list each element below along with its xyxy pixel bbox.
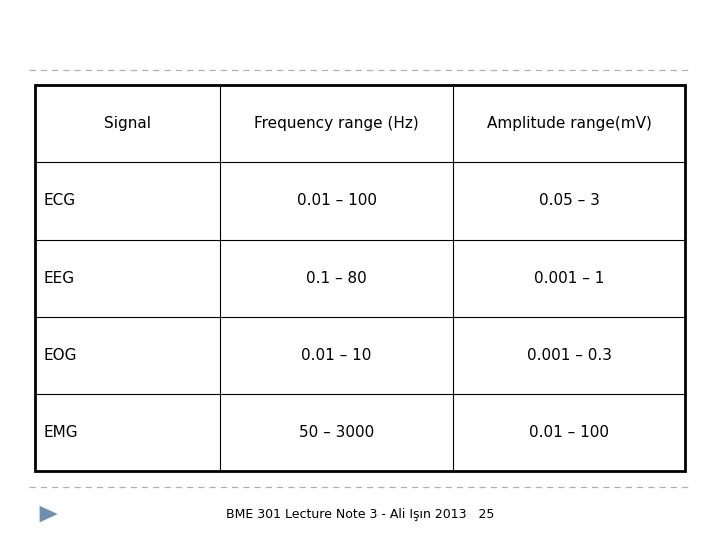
Bar [35, 85, 685, 471]
Text: 0.01 – 100: 0.01 – 100 [529, 425, 609, 440]
Text: BME 301 Lecture Note 3 - Ali Işın 2013   25: BME 301 Lecture Note 3 - Ali Işın 2013 2… [226, 508, 494, 521]
Text: 0.01 – 10: 0.01 – 10 [302, 348, 372, 363]
Text: 0.1 – 80: 0.1 – 80 [306, 271, 367, 286]
Text: 0.05 – 3: 0.05 – 3 [539, 193, 600, 208]
Text: Signal: Signal [104, 117, 150, 131]
Polygon shape [40, 506, 58, 522]
Text: ECG: ECG [43, 193, 76, 208]
Text: 0.001 – 0.3: 0.001 – 0.3 [527, 348, 612, 363]
Text: EOG: EOG [43, 348, 77, 363]
Text: Amplitude range(mV): Amplitude range(mV) [487, 117, 652, 131]
Text: 0.01 – 100: 0.01 – 100 [297, 193, 377, 208]
Text: EMG: EMG [43, 425, 78, 440]
Text: 0.001 – 1: 0.001 – 1 [534, 271, 605, 286]
Text: Frequency range (Hz): Frequency range (Hz) [254, 117, 419, 131]
Text: 50 – 3000: 50 – 3000 [299, 425, 374, 440]
Text: EEG: EEG [43, 271, 74, 286]
